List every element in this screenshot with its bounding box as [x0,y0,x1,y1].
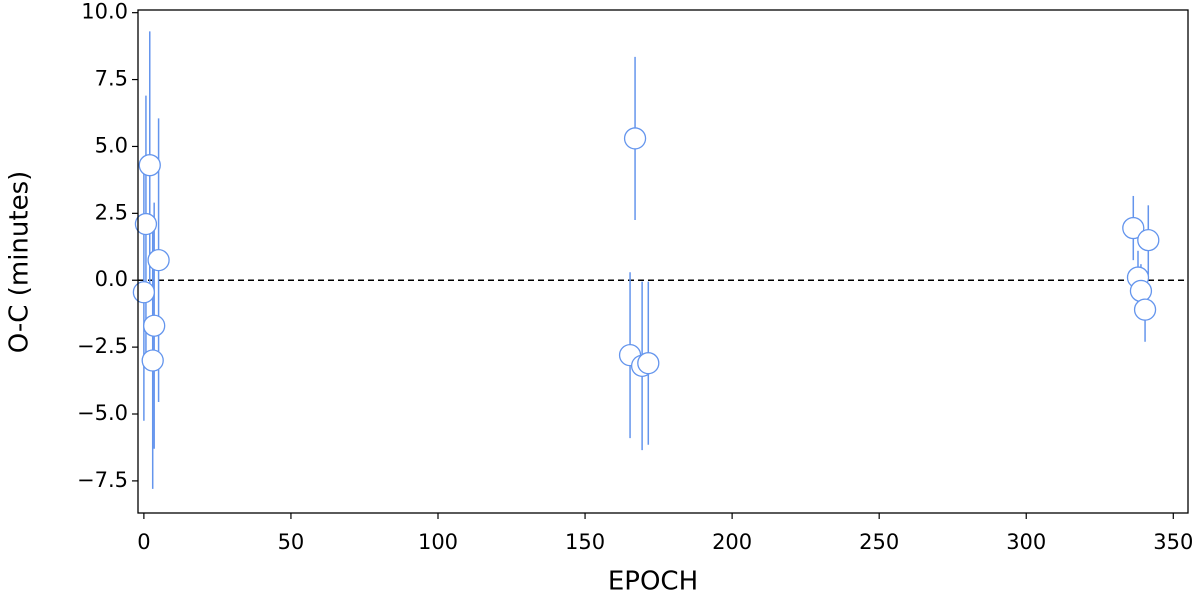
data-point [1133,298,1157,321]
data-point [143,314,166,337]
data-point [141,349,164,372]
data-point [1137,228,1160,252]
y-axis-label: O-C (minutes) [5,171,35,354]
data-point [623,127,647,150]
y-tick-label: 10.0 [81,0,128,24]
y-tick-label: 2.5 [95,200,128,224]
data-point [132,281,156,304]
y-tick-label: 7.5 [95,67,128,91]
data-point [147,249,170,272]
x-axis-label: EPOCH [608,567,698,597]
x-tick-label: 50 [278,530,305,554]
x-tick-label: 300 [1006,530,1046,554]
data-point [1129,279,1153,303]
y-tick-label: 0.0 [95,267,128,291]
x-tick-label: 350 [1153,530,1193,554]
plot-frame [137,9,1189,514]
x-tick-label: 150 [565,530,605,554]
data-point [637,352,660,375]
y-tick-label: −5.0 [77,401,128,425]
data-point [134,212,158,236]
y-tick-label: −2.5 [77,334,128,358]
data-point [1122,216,1145,240]
x-tick-label: 0 [137,530,150,554]
y-tick-label: 5.0 [95,133,128,157]
y-tick-label: −7.5 [77,468,128,492]
data-point [138,154,161,177]
x-tick-label: 250 [859,530,899,554]
x-tick-label: 200 [712,530,752,554]
x-tick-label: 100 [418,530,458,554]
